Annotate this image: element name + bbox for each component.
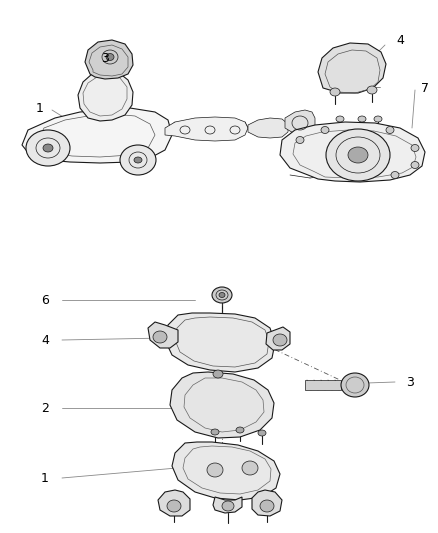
- Ellipse shape: [242, 461, 258, 475]
- Ellipse shape: [213, 370, 223, 378]
- Text: 1: 1: [36, 101, 44, 115]
- Ellipse shape: [260, 500, 274, 512]
- Polygon shape: [165, 117, 248, 141]
- Ellipse shape: [120, 145, 156, 175]
- Text: 3: 3: [101, 52, 109, 64]
- Polygon shape: [266, 327, 290, 350]
- Ellipse shape: [341, 373, 369, 397]
- Polygon shape: [78, 70, 133, 121]
- Ellipse shape: [391, 172, 399, 179]
- Text: 7: 7: [421, 82, 429, 94]
- Polygon shape: [285, 110, 315, 136]
- Polygon shape: [22, 108, 172, 163]
- Ellipse shape: [374, 116, 382, 122]
- Ellipse shape: [211, 429, 219, 435]
- Polygon shape: [158, 490, 190, 516]
- Ellipse shape: [222, 501, 234, 511]
- Ellipse shape: [207, 463, 223, 477]
- Ellipse shape: [26, 130, 70, 166]
- Ellipse shape: [411, 161, 419, 168]
- Polygon shape: [170, 372, 274, 438]
- Polygon shape: [172, 442, 280, 500]
- Polygon shape: [252, 490, 282, 516]
- Text: 2: 2: [41, 401, 49, 415]
- Polygon shape: [280, 122, 425, 182]
- Ellipse shape: [219, 293, 225, 297]
- Ellipse shape: [167, 500, 181, 512]
- Ellipse shape: [411, 144, 419, 151]
- Ellipse shape: [106, 53, 114, 61]
- Ellipse shape: [367, 86, 377, 94]
- Text: 4: 4: [41, 334, 49, 346]
- Polygon shape: [85, 40, 133, 79]
- Ellipse shape: [326, 129, 390, 181]
- Ellipse shape: [336, 116, 344, 122]
- Text: 6: 6: [41, 294, 49, 306]
- Ellipse shape: [330, 88, 340, 96]
- Text: 1: 1: [41, 472, 49, 484]
- Ellipse shape: [321, 126, 329, 133]
- Ellipse shape: [348, 147, 368, 163]
- Ellipse shape: [43, 144, 53, 152]
- Polygon shape: [305, 380, 341, 390]
- Text: 4: 4: [396, 34, 404, 46]
- Polygon shape: [318, 43, 386, 93]
- Polygon shape: [248, 118, 288, 138]
- Text: 3: 3: [406, 376, 414, 389]
- Polygon shape: [213, 497, 242, 513]
- Ellipse shape: [296, 136, 304, 143]
- Ellipse shape: [236, 427, 244, 433]
- Ellipse shape: [258, 430, 266, 436]
- Ellipse shape: [212, 287, 232, 303]
- Polygon shape: [148, 322, 178, 348]
- Polygon shape: [165, 313, 275, 372]
- Ellipse shape: [386, 126, 394, 133]
- Ellipse shape: [134, 157, 142, 163]
- Ellipse shape: [273, 334, 287, 346]
- Ellipse shape: [153, 331, 167, 343]
- Ellipse shape: [102, 50, 118, 64]
- Ellipse shape: [358, 116, 366, 122]
